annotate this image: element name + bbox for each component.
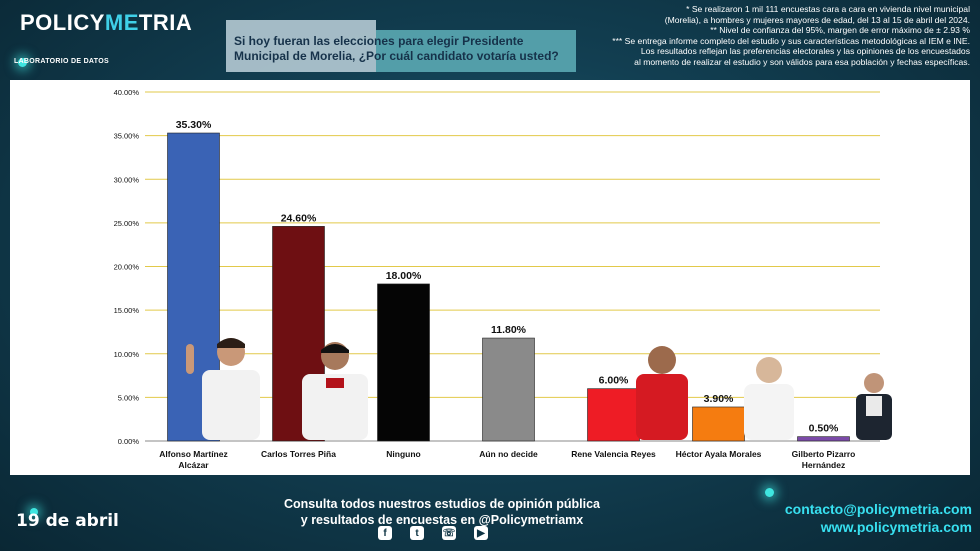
data-label: 6.00%: [599, 375, 629, 387]
website-link[interactable]: www.policymetria.com: [820, 519, 972, 535]
x-tick-label: Héctor Ayala Morales: [676, 449, 762, 459]
data-label: 35.30%: [176, 119, 212, 131]
x-tick-label: Alfonso Martínez Alcázar: [159, 449, 227, 470]
whatsapp-icon[interactable]: ☏: [442, 526, 456, 540]
y-tick-label: 30.00%: [114, 175, 140, 184]
y-tick-label: 10.00%: [114, 350, 140, 359]
brand-logo: POLICYMETRIA: [20, 10, 193, 35]
note-line: Los resultados reflejan las preferencias…: [640, 46, 970, 57]
y-tick-label: 20.00%: [114, 263, 140, 272]
y-tick-label: 35.00%: [114, 132, 140, 141]
data-label: 24.60%: [281, 212, 317, 224]
consult-text: Consulta todos nuestros estudios de opin…: [252, 496, 632, 528]
note-line: al momento de realizar el estudio y son …: [634, 56, 970, 67]
x-tick-label: Aún no decide: [479, 449, 538, 459]
data-label: 11.80%: [491, 324, 527, 336]
y-tick-label: 0.00%: [118, 437, 140, 446]
question-box-teal: [376, 30, 576, 72]
publication-date: 19 de abril: [16, 511, 119, 531]
contact-email[interactable]: contacto@policymetria.com: [784, 501, 972, 517]
decor-dot: [765, 488, 774, 497]
candidate-photo-rene: [636, 346, 688, 440]
question-box-light: [226, 20, 376, 72]
youtube-icon[interactable]: ▶: [474, 526, 488, 540]
x-tick-label: Carlos Torres Piña: [261, 449, 336, 459]
x-tick-label: Ninguno: [386, 449, 420, 459]
social-links: f t ☏ ▶: [378, 526, 488, 540]
y-tick-label: 40.00%: [114, 88, 140, 97]
bar: [587, 388, 640, 442]
bar: [377, 283, 430, 442]
methodology-notes: * Se realizaron 1 mil 111 encuestas cara…: [570, 4, 970, 68]
bar-chart: 0.00% 5.00% 10.00% 15.00% 20.00% 25.00% 30.00%…: [114, 88, 880, 470]
bar: [482, 337, 535, 442]
data-label: 18.00%: [386, 270, 422, 282]
survey-question: Si hoy fueran las elecciones para elegir…: [234, 34, 559, 63]
y-tick-label: 25.00%: [114, 219, 140, 228]
twitter-icon[interactable]: t: [410, 526, 424, 540]
note-line: *** Se entrega informe completo del estu…: [612, 35, 970, 46]
decor-dot: [18, 58, 27, 67]
x-tick-label: Gilberto Pizarro Hernández: [792, 449, 856, 470]
y-tick-label: 5.00%: [118, 393, 140, 402]
facebook-icon[interactable]: f: [378, 526, 392, 540]
consult-line: y resultados de encuestas en @Policymetr…: [300, 513, 584, 527]
bar: [797, 436, 850, 442]
data-label: 3.90%: [704, 393, 734, 405]
note-line: (Morelia), a hombres y mujeres mayores d…: [664, 14, 970, 25]
bar: [692, 406, 745, 442]
candidate-photo-alfonso: [186, 338, 260, 440]
note-line: ** Nivel de confianza del 95%, margen de…: [710, 25, 970, 36]
contact-block: contacto@policymetria.com www.policymetr…: [785, 500, 972, 536]
note-line: * Se realizaron 1 mil 111 encuestas cara…: [686, 4, 970, 14]
candidate-photo-carlos: [302, 342, 368, 440]
decor-dot: [30, 508, 38, 516]
candidate-photo-gilberto: [856, 373, 892, 440]
x-tick-label: Rene Valencia Reyes: [571, 449, 656, 459]
data-label: 0.50%: [809, 423, 839, 435]
candidate-photo-hector: [744, 357, 794, 440]
y-tick-label: 15.00%: [114, 306, 140, 315]
consult-line: Consulta todos nuestros estudios de opin…: [284, 497, 600, 511]
brand-subtitle: LABORATORIO DE DATOS: [14, 58, 109, 65]
